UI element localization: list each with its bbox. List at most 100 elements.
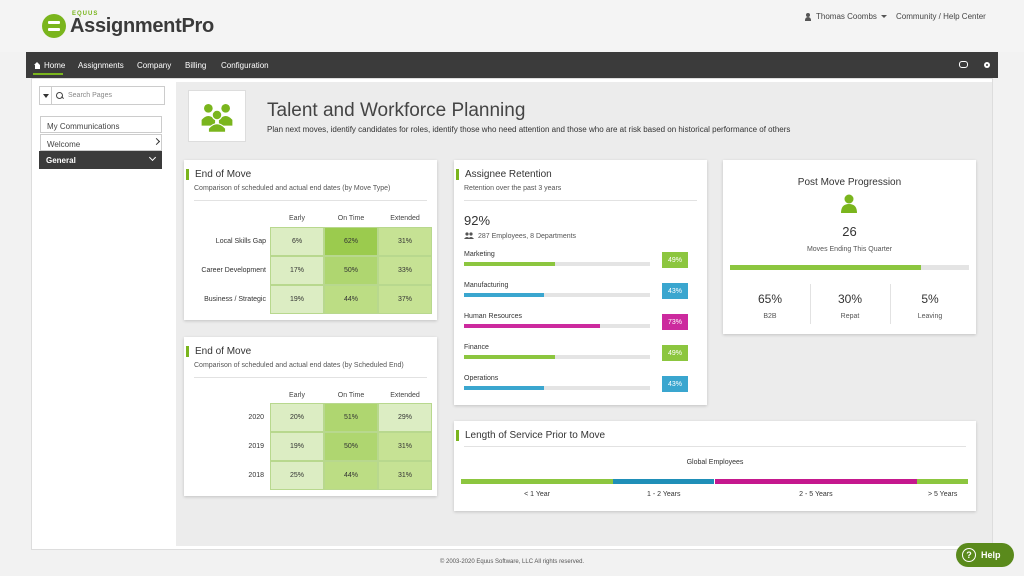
footer-copyright: © 2003-2020 Equus Software, LLC All righ… <box>439 559 585 565</box>
question-icon: ? <box>962 548 976 562</box>
search-dropdown[interactable] <box>40 87 52 104</box>
nav-billing[interactable]: Billing <box>185 61 207 70</box>
nav-company[interactable]: Company <box>137 61 172 70</box>
chevron-right-icon <box>152 137 161 146</box>
heatmap-cell: 31% <box>378 227 432 256</box>
heatmap-cell: 51% <box>324 403 378 432</box>
heatmap-cell: 50% <box>324 256 378 285</box>
retention-item-track <box>464 355 650 359</box>
heatmap-column-header: Extended <box>390 392 420 399</box>
sidebar-item-label: General <box>46 156 76 165</box>
heatmap-cell: 50% <box>324 432 378 461</box>
sidebar-item-welcome[interactable]: Welcome <box>40 134 162 151</box>
sidebar-item-label: Welcome <box>47 140 81 149</box>
retention-item-badge: 43% <box>662 376 688 392</box>
top-header: EQUUS AssignmentPro Thomas Coombs Commun… <box>0 0 1024 52</box>
heatmap-cell: 33% <box>378 256 432 285</box>
stat-divider <box>810 284 811 324</box>
heatmap-cell: 37% <box>378 285 432 314</box>
equus-logo-icon <box>42 14 66 38</box>
progression-stat-label: Repat <box>840 313 860 320</box>
heatmap-cell: 20% <box>270 403 324 432</box>
nav-assignments[interactable]: Assignments <box>78 61 124 70</box>
retention-item-name: Marketing <box>464 251 495 258</box>
card-subtitle: Retention over the past 3 years <box>464 185 562 192</box>
end-of-move-scheduled-card: End of Move Comparison of scheduled and … <box>184 337 437 496</box>
heatmap-cell: 17% <box>270 256 324 285</box>
caret-down-icon <box>880 15 887 18</box>
progression-stat-label: B2B <box>763 313 777 320</box>
heatmap-cell: 25% <box>270 461 324 490</box>
service-labels: < 1 Year 1 - 2 Years 2 - 5 Years > 5 Years <box>461 491 968 501</box>
heatmap-row-label: Career Development <box>201 267 266 274</box>
service-segment <box>714 479 918 484</box>
heatmap-row-label: 2018 <box>248 472 264 479</box>
search-icon <box>55 91 65 101</box>
heatmap-cell: 44% <box>324 461 378 490</box>
gear-icon[interactable] <box>982 60 992 70</box>
retention-meta-text: 287 Employees, 8 Departments <box>478 232 577 240</box>
page-title: Talent and Workforce Planning <box>267 100 526 121</box>
end-of-move-type-card: End of Move Comparison of scheduled and … <box>184 160 437 320</box>
card-subtitle: Comparison of scheduled and actual end d… <box>194 185 391 192</box>
heatmap-cell: 62% <box>324 227 378 256</box>
retention-item-name: Operations <box>464 375 499 382</box>
search-placeholder: Search Pages <box>68 92 112 99</box>
retention-overall: 92% <box>464 213 491 228</box>
progression-count-label: Moves Ending This Quarter <box>806 246 893 253</box>
heatmap-row-label: 2019 <box>248 443 264 450</box>
nav-home-label: Home <box>44 61 66 70</box>
heatmap-cell: 29% <box>378 403 432 432</box>
retention-item-name: Manufacturing <box>464 282 509 289</box>
heatmap-column-header: On Time <box>337 215 365 222</box>
search-pages[interactable]: Search Pages <box>39 86 165 105</box>
nav-home[interactable]: Home <box>32 61 66 75</box>
heatmap-cell: 6% <box>270 227 324 256</box>
chevron-down-icon <box>148 153 157 162</box>
heatmap-cell: 19% <box>270 285 324 314</box>
retention-item-name: Finance <box>464 344 489 351</box>
help-button[interactable]: ? Help <box>956 543 1014 567</box>
nav-configuration[interactable]: Configuration <box>221 61 269 70</box>
heatmap-row-label: 2020 <box>248 414 264 421</box>
heatmap-row-label: Business / Strategic <box>204 296 266 303</box>
stat-divider <box>890 284 891 324</box>
service-segment <box>613 479 715 484</box>
users-icon <box>201 103 233 133</box>
chat-icon[interactable] <box>958 60 968 70</box>
length-of-service-card: Length of Service Prior to Move Global E… <box>454 421 976 511</box>
progression-bar-fill <box>730 265 922 270</box>
progression-stat-value: 5% <box>921 292 939 306</box>
retention-item-badge: 49% <box>662 345 688 361</box>
app-logo[interactable]: EQUUS AssignmentPro <box>42 10 214 38</box>
post-move-progression-card: Post Move Progression 26 Moves Ending Th… <box>723 160 976 334</box>
retention-item-fill <box>464 293 544 297</box>
help-label: Help <box>981 550 1001 560</box>
card-title: Length of Service Prior to Move <box>456 430 605 441</box>
retention-item-fill <box>464 324 600 328</box>
user-menu[interactable]: Thomas Coombs <box>804 12 887 21</box>
service-segment-label: > 5 Years <box>927 491 958 498</box>
logo-small-text: EQUUS <box>72 10 99 17</box>
community-link[interactable]: Community / Help Center <box>896 12 986 21</box>
card-title: Assignee Retention <box>456 169 552 180</box>
service-segment-label: 1 - 2 Years <box>647 491 681 498</box>
sidebar-item-label: My Communications <box>47 122 120 131</box>
user-icon <box>841 194 857 213</box>
page-icon-box <box>188 90 246 142</box>
retention-item-track <box>464 324 650 328</box>
retention-item-badge: 49% <box>662 252 688 268</box>
service-group-label: Global Employees <box>686 459 744 466</box>
retention-item-track <box>464 262 650 266</box>
logo-name: AssignmentPro <box>70 14 214 37</box>
retention-item-name: Human Resources <box>464 313 522 320</box>
sidebar-item-my-communications[interactable]: My Communications <box>40 116 162 133</box>
sidebar-item-general[interactable]: General <box>39 151 162 169</box>
progression-bar <box>730 265 969 270</box>
heatmap-cell: 31% <box>378 432 432 461</box>
retention-item-badge: 73% <box>662 314 688 330</box>
assignee-retention-card: Assignee Retention Retention over the pa… <box>454 160 707 405</box>
heatmap-column-header: Extended <box>390 215 420 222</box>
heatmap-cell: 44% <box>324 285 378 314</box>
service-segment <box>461 479 614 484</box>
